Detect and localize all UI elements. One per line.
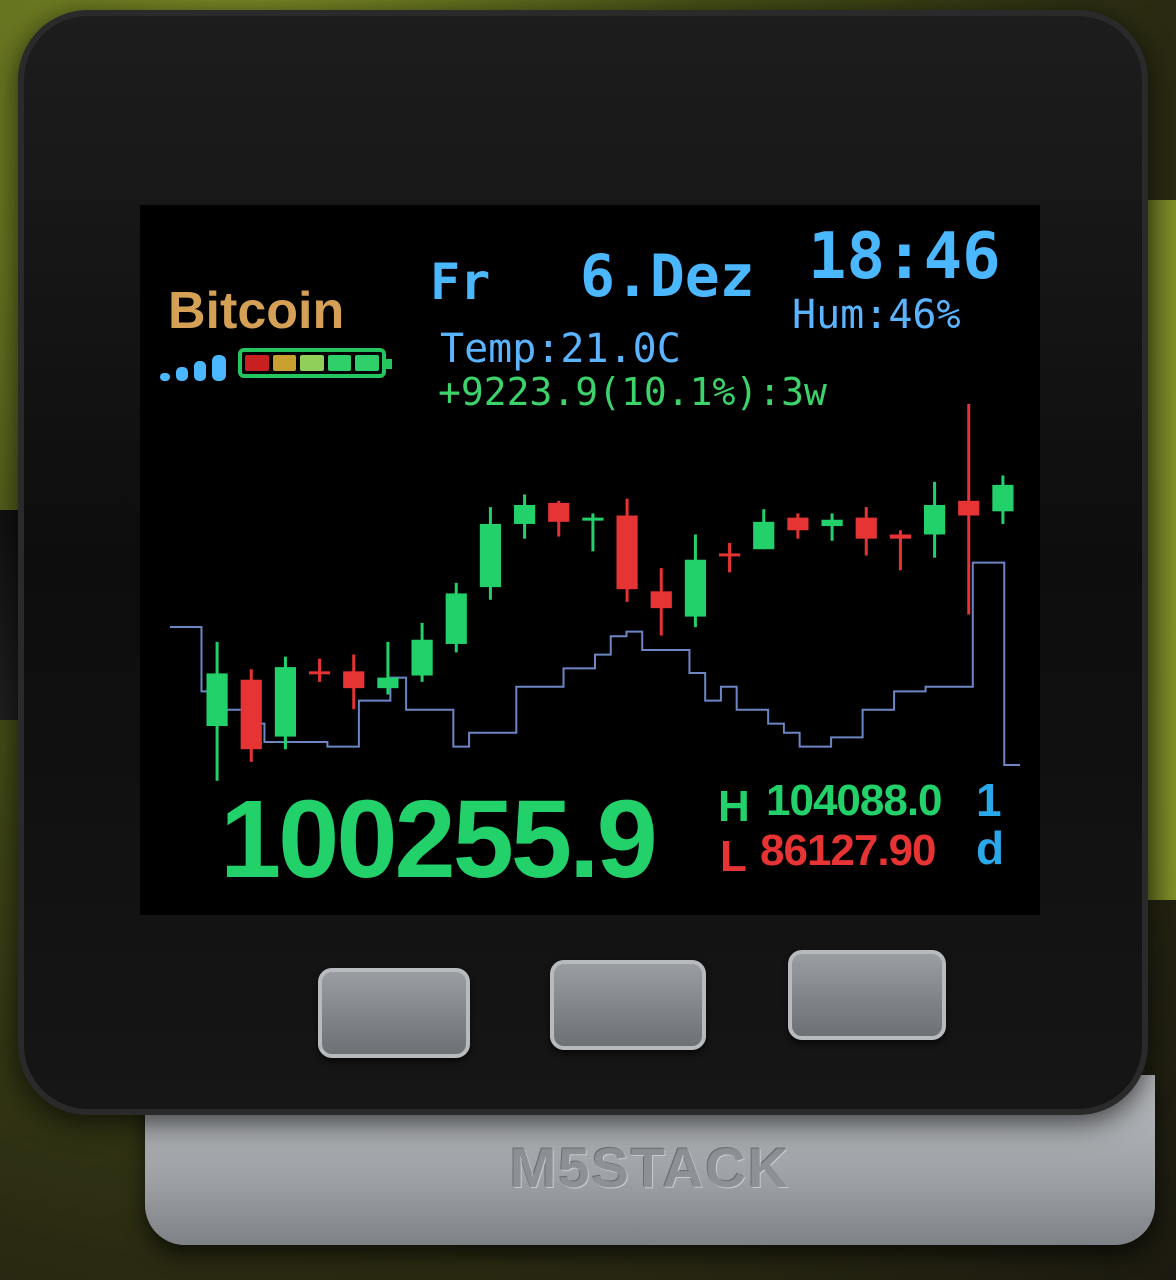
price-change: +9223.9(10.1%):3w — [438, 370, 827, 414]
candle-body — [479, 523, 502, 588]
candle — [923, 481, 946, 558]
candle-body — [548, 502, 570, 522]
button-a[interactable] — [318, 968, 470, 1058]
high-value: 104088.0 — [766, 776, 943, 825]
candle — [616, 498, 638, 602]
battery-cell — [300, 355, 324, 371]
candle — [889, 530, 912, 571]
candle — [308, 658, 331, 682]
humidity-reading: Hum:46% — [792, 292, 961, 338]
candle — [206, 641, 228, 781]
candle — [992, 475, 1014, 524]
candle-body — [274, 667, 297, 737]
candle — [411, 622, 433, 682]
candle — [343, 654, 365, 710]
wifi-bar-3 — [194, 361, 206, 381]
candle — [479, 507, 502, 600]
coin-name: Bitcoin — [168, 282, 345, 340]
candle-body — [889, 534, 912, 539]
current-price: 100255.9 — [220, 778, 658, 901]
candle — [753, 509, 775, 550]
button-c[interactable] — [788, 950, 946, 1040]
candle-body — [377, 677, 399, 689]
candle — [548, 500, 570, 537]
battery-cell — [245, 355, 269, 371]
temperature-reading: Temp:21.0C — [440, 326, 681, 372]
candle — [582, 513, 604, 552]
candle — [855, 507, 877, 556]
candle-body — [582, 517, 604, 521]
candle-body — [206, 673, 228, 727]
low-value: 86127.90 — [760, 826, 937, 875]
period-number: 1 — [976, 774, 1002, 826]
candle-body — [992, 484, 1014, 512]
volume-line — [170, 561, 1020, 766]
candle-body — [923, 505, 946, 535]
wifi-signal-icon — [160, 355, 226, 381]
candle-body — [958, 500, 980, 516]
candle — [240, 669, 262, 762]
candle — [650, 568, 672, 636]
candle — [513, 494, 536, 539]
candle-body — [684, 559, 707, 617]
wifi-bar-4 — [212, 355, 226, 381]
candle-body — [445, 593, 467, 644]
weekday: Fr — [430, 253, 491, 311]
candle-body — [513, 505, 536, 524]
period-unit: d — [976, 822, 1004, 874]
wifi-bar-1 — [160, 373, 170, 381]
clock-time: 18:46 — [808, 220, 1001, 294]
candle — [958, 403, 980, 615]
wifi-bar-2 — [176, 367, 188, 381]
candle-body — [616, 515, 638, 590]
battery-icon — [238, 348, 392, 378]
candle-body — [855, 517, 877, 539]
battery-cell — [272, 355, 297, 371]
battery-cell — [327, 355, 352, 371]
display-screen: Bitcoin Fr 6.Dez 18:46 Hum:46% Temp:21.0… — [140, 205, 1040, 915]
brand-label: M5STACK — [509, 1136, 791, 1199]
candle — [445, 582, 467, 653]
candle-body — [787, 517, 809, 531]
candle — [274, 656, 297, 750]
candle — [821, 513, 843, 541]
date: 6.Dez — [580, 242, 755, 310]
candle-body — [718, 553, 741, 557]
candle-body — [240, 679, 262, 750]
candle-body — [650, 591, 672, 609]
battery-cell — [355, 355, 379, 371]
high-label: H — [718, 782, 750, 831]
candle-body — [821, 519, 843, 527]
button-b[interactable] — [550, 960, 706, 1050]
candle — [718, 542, 741, 573]
low-label: L — [720, 832, 747, 881]
candle-body — [308, 671, 331, 675]
candle — [787, 513, 809, 539]
candle — [377, 641, 399, 695]
candle — [684, 534, 707, 628]
candle-body — [343, 671, 365, 689]
candlestick-chart — [170, 403, 1020, 781]
candle-body — [411, 639, 433, 676]
candle-body — [753, 521, 775, 550]
